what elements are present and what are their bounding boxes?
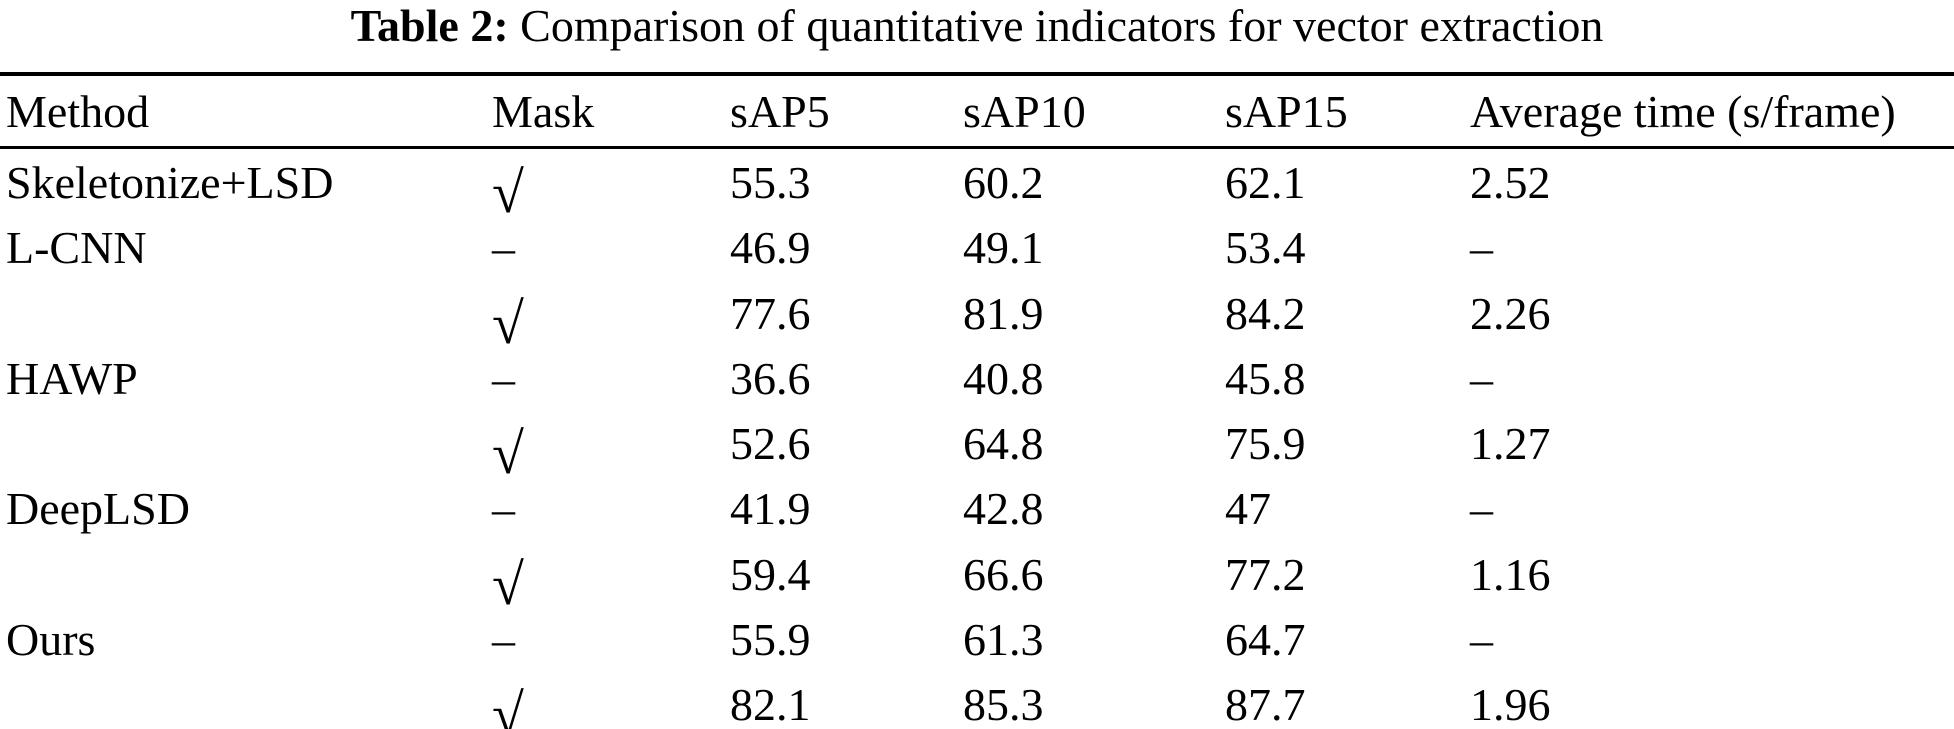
sap10-cell: 42.8 xyxy=(963,483,1044,535)
mask-value: √ xyxy=(492,290,524,356)
time-cell: 2.52 xyxy=(1470,157,1551,208)
results-table: Method Mask sAP5 sAP10 sAP15 Average tim… xyxy=(0,72,1954,729)
time-cell: – xyxy=(1470,483,1493,535)
method-cell: Skeletonize+LSD xyxy=(6,157,334,208)
method-cell xyxy=(0,410,492,477)
table-row: √ 82.1 85.3 87.7 1.96 xyxy=(0,671,1954,729)
mask-value: – xyxy=(492,483,515,535)
sap10-cell: 64.8 xyxy=(963,418,1044,469)
table-row: DeepLSD – 41.9 42.8 47 – xyxy=(0,477,1954,541)
sap5-cell: 36.6 xyxy=(730,352,811,404)
sap5-cell: 52.6 xyxy=(730,418,811,469)
mask-value: √ xyxy=(492,682,524,729)
mask-value: – xyxy=(492,352,515,404)
table-row: Skeletonize+LSD √ 55.3 60.2 62.1 2.52 xyxy=(0,148,1954,225)
mask-value: √ xyxy=(492,421,524,486)
sap5-cell: 59.4 xyxy=(730,548,811,600)
sap5-cell: 77.6 xyxy=(730,287,811,339)
sap5-cell: 55.3 xyxy=(730,157,811,208)
table-row: √ 52.6 64.8 75.9 1.27 xyxy=(0,410,1954,486)
method-cell xyxy=(0,280,492,347)
header-row: Method Mask sAP5 sAP10 sAP15 Average tim… xyxy=(0,74,1954,149)
sap15-cell: 45.8 xyxy=(1225,352,1306,404)
mask-value: √ xyxy=(492,551,524,617)
table-row: L-CNN – 46.9 49.1 53.4 – xyxy=(0,216,1954,280)
time-cell: – xyxy=(1470,222,1493,274)
table-caption-label: Table 2: xyxy=(350,0,509,51)
method-cell xyxy=(0,541,492,608)
sap5-cell: 46.9 xyxy=(730,222,811,274)
time-cell: – xyxy=(1470,352,1493,404)
column-header-method: Method xyxy=(0,74,492,149)
time-cell: 1.16 xyxy=(1470,548,1551,600)
sap15-cell: 84.2 xyxy=(1225,287,1306,339)
sap10-cell: 81.9 xyxy=(963,287,1044,339)
sap15-cell: 75.9 xyxy=(1225,418,1306,469)
method-cell xyxy=(0,671,492,729)
table-caption: Table 2: Comparison of quantitative indi… xyxy=(0,0,1954,53)
table-row: √ 59.4 66.6 77.2 1.16 xyxy=(0,541,1954,617)
mask-value: √ xyxy=(492,160,524,225)
mask-cell: – xyxy=(492,608,730,672)
mask-cell: √ xyxy=(492,148,730,225)
time-cell: 2.26 xyxy=(1470,287,1551,339)
sap15-cell: 62.1 xyxy=(1225,157,1306,208)
mask-cell: √ xyxy=(492,541,730,617)
sap15-cell: 77.2 xyxy=(1225,548,1306,600)
mask-cell: – xyxy=(492,477,730,541)
table-row: Ours – 55.9 61.3 64.7 – xyxy=(0,608,1954,672)
sap5-cell: 82.1 xyxy=(730,679,811,729)
time-cell: – xyxy=(1470,613,1493,665)
time-cell: 1.96 xyxy=(1470,679,1551,729)
mask-cell: √ xyxy=(492,410,730,486)
sap10-cell: 40.8 xyxy=(963,352,1044,404)
table-body: Skeletonize+LSD √ 55.3 60.2 62.1 2.52 L-… xyxy=(0,148,1954,729)
time-cell: 1.27 xyxy=(1470,418,1551,469)
sap5-cell: 55.9 xyxy=(730,613,811,665)
method-cell: HAWP xyxy=(6,352,138,404)
mask-value: – xyxy=(492,222,515,274)
sap5-cell: 41.9 xyxy=(730,483,811,535)
column-header-average-time: Average time (s/frame) xyxy=(1470,74,1954,149)
column-header-mask: Mask xyxy=(492,74,730,149)
method-cell: DeepLSD xyxy=(6,483,190,535)
sap10-cell: 60.2 xyxy=(963,157,1044,208)
column-header-sap5: sAP5 xyxy=(730,74,963,149)
sap10-cell: 49.1 xyxy=(963,222,1044,274)
sap10-cell: 61.3 xyxy=(963,613,1044,665)
sap15-cell: 53.4 xyxy=(1225,222,1306,274)
method-cell: Ours xyxy=(6,613,96,665)
method-cell: L-CNN xyxy=(6,222,147,274)
sap10-cell: 85.3 xyxy=(963,679,1044,729)
mask-cell: – xyxy=(492,347,730,411)
table-header: Method Mask sAP5 sAP10 sAP15 Average tim… xyxy=(0,74,1954,149)
sap15-cell: 87.7 xyxy=(1225,679,1306,729)
table-row: √ 77.6 81.9 84.2 2.26 xyxy=(0,280,1954,356)
sap10-cell: 66.6 xyxy=(963,548,1044,600)
table-caption-text: Comparison of quantitative indicators fo… xyxy=(520,0,1604,51)
mask-value: – xyxy=(492,613,515,665)
mask-cell: √ xyxy=(492,280,730,356)
column-header-sap15: sAP15 xyxy=(1225,74,1470,149)
table-row: HAWP – 36.6 40.8 45.8 – xyxy=(0,347,1954,411)
sap15-cell: 47 xyxy=(1225,483,1271,535)
sap15-cell: 64.7 xyxy=(1225,613,1306,665)
mask-cell: √ xyxy=(492,671,730,729)
mask-cell: – xyxy=(492,216,730,280)
column-header-sap10: sAP10 xyxy=(963,74,1225,149)
